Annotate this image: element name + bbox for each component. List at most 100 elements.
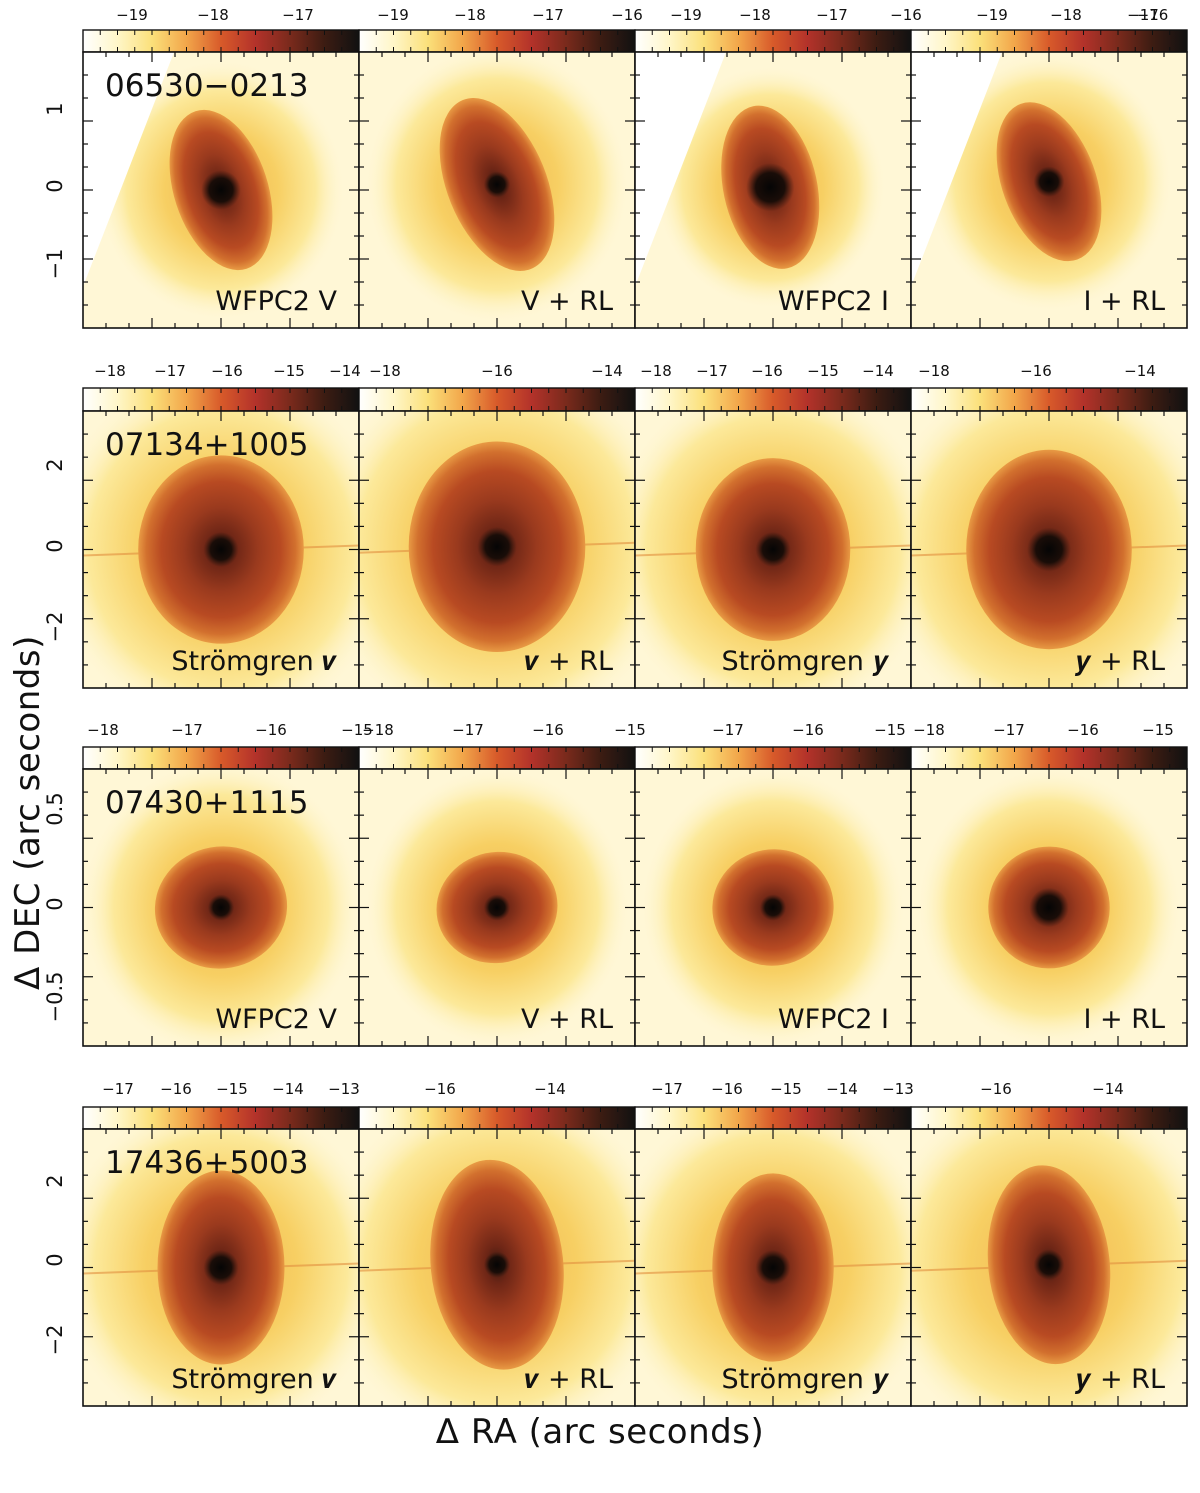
filter-label: WFPC2 I	[778, 1004, 889, 1035]
colorbar-tick-label: −15	[807, 362, 839, 380]
dec-tick-label: 2	[43, 1174, 67, 1187]
colorbar-tick-label: −17	[816, 6, 848, 24]
object-name: 06530−0213	[105, 68, 308, 104]
colorbar-tick-label: −17	[993, 721, 1025, 739]
object-name: 07430+1115	[105, 785, 308, 821]
colorbar-tick-label: −18	[913, 721, 945, 739]
colorbar-tick-label: −19	[116, 6, 148, 24]
dec-tick-label: 0.5	[43, 792, 67, 825]
colorbar-tick-label: −18	[87, 721, 119, 739]
image-panel: −18 −17 −16 −15 −14 Strömgren 𝒚	[634, 362, 912, 689]
figure-row: −18 −17 −16 −15 −14 Strömgren 𝒗 −18 −16 −14 𝒗 + R…	[43, 362, 1188, 689]
image-panel: −19 −18 −17 −16 V + RL	[358, 6, 643, 329]
colorbar-tick-label: −17	[102, 1080, 134, 1098]
colorbar-tick-label: −14	[272, 1080, 304, 1098]
filter-label: WFPC2 V	[215, 1004, 337, 1035]
image-panel: −18 −17 −16 −15 V + RL	[358, 721, 646, 1047]
colorbar-tick-label: −17	[696, 362, 728, 380]
image-panel: −19 −18 −17 WFPC2 V	[82, 6, 360, 329]
filter-label: 𝒗 + RL	[525, 646, 613, 677]
colorbar-tick-label: −18	[362, 721, 394, 739]
colorbar-tick-label: −16	[481, 362, 513, 380]
colorbar-tick-label: −14	[826, 1080, 858, 1098]
filter-label: WFPC2 I	[778, 286, 889, 317]
filter-label: I + RL	[1083, 286, 1165, 317]
image-panel: −16 −14 𝒗 + RL	[358, 1080, 636, 1407]
dec-tick-label: −1	[43, 249, 67, 280]
colorbar-tick-label: −13	[882, 1080, 914, 1098]
filter-label: V + RL	[521, 286, 613, 317]
colorbar-tick-label: −16	[980, 1080, 1012, 1098]
colorbar-tick-label: −15	[273, 362, 305, 380]
dec-tick-label: 0	[43, 1253, 67, 1266]
image-panel: −19 −18 −17 −16 WFPC2 I	[634, 6, 922, 329]
filter-label: I + RL	[1083, 1004, 1165, 1035]
colorbar-tick-label: −16	[1067, 721, 1099, 739]
colorbar-tick-label: −17	[1127, 6, 1159, 24]
colorbar-tick-label: −17	[282, 6, 314, 24]
image-panel: −16 −14 𝒚 + RL	[910, 1080, 1188, 1407]
colorbar-tick-label: −15	[874, 721, 906, 739]
colorbar-tick-label: −14	[329, 362, 361, 380]
dec-tick-label: −2	[43, 1325, 67, 1356]
filter-label: Strömgren 𝒚	[721, 1364, 889, 1395]
colorbar-tick-label: −15	[341, 721, 373, 739]
image-panel: −18 −17 −16 −15 −14 Strömgren 𝒗	[82, 362, 361, 689]
colorbar-tick-label: −18	[640, 362, 672, 380]
image-panel: −18 −17 −16 −15 WFPC2 V	[82, 721, 373, 1047]
colorbar-tick-label: −14	[534, 1080, 566, 1098]
colorbar-tick-label: −18	[918, 362, 950, 380]
colorbar-tick-label: −16	[751, 362, 783, 380]
colorbar-tick-label: −17	[452, 721, 484, 739]
colorbar-tick-label: −18	[369, 362, 401, 380]
filter-label: 𝒗 + RL	[525, 1364, 613, 1395]
colorbar-tick-label: −16	[1137, 6, 1169, 24]
colorbar-tick-label: −16	[255, 721, 287, 739]
colorbar-tick-label: −16	[424, 1080, 456, 1098]
colorbar-tick-label: −18	[1050, 6, 1082, 24]
dec-tick-label: −2	[43, 612, 67, 643]
colorbar-tick-label: −17	[651, 1080, 683, 1098]
image-panel: −17 −16 −15 −14 −13 Strömgren 𝒚	[634, 1080, 914, 1407]
colorbar-tick-label: −16	[611, 6, 643, 24]
colorbar-tick-label: −14	[862, 362, 894, 380]
colorbar-tick-label: −19	[377, 6, 409, 24]
filter-label: 𝒚 + RL	[1075, 646, 1165, 677]
colorbar-tick-label: −18	[454, 6, 486, 24]
colorbar-tick-label: −16	[711, 1080, 743, 1098]
colorbar-tick-label: −13	[328, 1080, 360, 1098]
colorbar-tick-label: −14	[1092, 1080, 1124, 1098]
colorbar-tick-label: −15	[614, 721, 646, 739]
image-panel: −17 −16 −15 −14 −13 Strömgren 𝒗	[82, 1080, 360, 1407]
colorbar-tick-label: −15	[216, 1080, 248, 1098]
colorbar-tick-label: −18	[197, 6, 229, 24]
colorbar-tick-label: −17	[171, 721, 203, 739]
filter-label: Strömgren 𝒗	[171, 646, 337, 677]
dec-tick-label: 0	[43, 179, 67, 192]
dec-tick-label: −0.5	[43, 972, 67, 1023]
x-axis-label: Δ RA (arc seconds)	[435, 1412, 765, 1452]
filter-label: V + RL	[521, 1004, 613, 1035]
image-panel: −17 −16 −15 WFPC2 I	[634, 721, 912, 1047]
colorbar-tick-label: −17	[532, 6, 564, 24]
colorbar-tick-label: −19	[976, 6, 1008, 24]
figure-row: −18 −17 −16 −15 WFPC2 V −18 −17 −16 −15 V + RL −17…	[43, 721, 1188, 1047]
colorbar-tick-label: −16	[532, 721, 564, 739]
colorbar-tick-label: −16	[792, 721, 824, 739]
colorbar-tick-label: −18	[739, 6, 771, 24]
dec-tick-label: 0	[43, 897, 67, 910]
colorbar-tick-label: −16	[160, 1080, 192, 1098]
colorbar-tick-label: −18	[94, 362, 126, 380]
filter-label: WFPC2 V	[215, 286, 337, 317]
object-name: 17436+5003	[105, 1145, 308, 1181]
colorbar-tick-label: −16	[211, 362, 243, 380]
colorbar-tick-label: −15	[1142, 721, 1174, 739]
colorbar-tick-label: −16	[890, 6, 922, 24]
y-axis-label: Δ DEC (arc seconds)	[8, 635, 48, 990]
image-panel: −18 −16 −14 𝒚 + RL	[910, 362, 1188, 689]
image-panel: −19 −18 −17−16 I + RL	[910, 6, 1188, 329]
colorbar-tick-label: −17	[154, 362, 186, 380]
